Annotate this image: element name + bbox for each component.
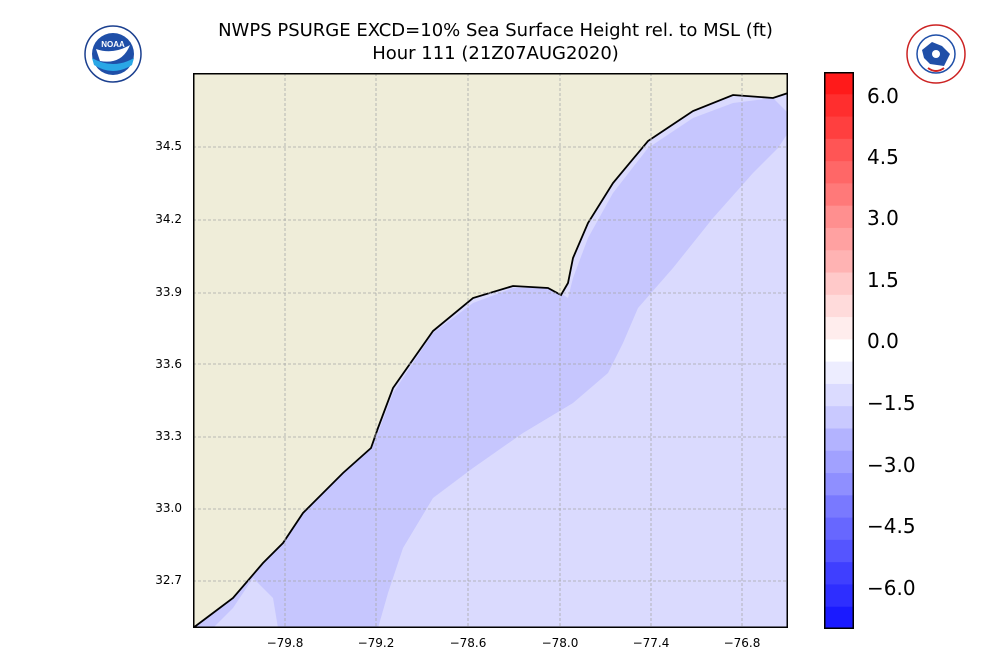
y-tick-label: 33.9 [155, 285, 182, 299]
x-tick-label: −79.8 [266, 636, 304, 650]
colorbar-band [824, 361, 854, 385]
colorbar-label: 3.0 [867, 206, 899, 230]
colorbar-label: 1.5 [867, 268, 899, 292]
x-tick-label: −77.4 [632, 636, 670, 650]
colorbar-band [824, 562, 854, 585]
map-frame [193, 73, 788, 628]
noaa-logo-text: NOAA [101, 40, 125, 49]
colorbar-band [824, 116, 854, 140]
colorbar-band [824, 272, 854, 296]
colorbar-band [824, 183, 854, 207]
colorbar-band [824, 606, 854, 629]
colorbar-band [824, 339, 854, 363]
colorbar-band [824, 138, 854, 162]
nws-logo [906, 24, 966, 84]
y-tick-label: 33.6 [155, 357, 182, 371]
colorbar-band [824, 294, 854, 318]
y-tick-label: 34.5 [155, 139, 182, 153]
colorbar-label: 0.0 [867, 329, 899, 353]
colorbar-label: −1.5 [867, 391, 916, 415]
colorbar-band [824, 383, 854, 407]
colorbar-band [824, 539, 854, 563]
land [193, 73, 788, 628]
y-tick-label: 33.3 [155, 429, 182, 443]
colorbar-label: −3.0 [867, 453, 916, 477]
y-tick-label: 33.0 [155, 501, 182, 515]
colorbar-band [824, 227, 854, 251]
surge-map [193, 73, 788, 628]
colorbar-band [824, 205, 854, 229]
colorbar-label: 4.5 [867, 145, 899, 169]
x-tick-label: −76.8 [723, 636, 761, 650]
y-tick-label: 34.2 [155, 212, 182, 226]
colorbar-band [824, 250, 854, 274]
colorbar-band [824, 317, 854, 340]
x-tick-label: −79.2 [357, 636, 395, 650]
colorbar-band [824, 406, 854, 429]
colorbar-band [824, 584, 854, 608]
chart-title: NWPS PSURGE EXCD=10% Sea Surface Height … [218, 20, 773, 41]
noaa-logo: NOAA [84, 25, 142, 83]
x-tick-label: −78.0 [541, 636, 579, 650]
colorbar-band [824, 450, 854, 474]
y-tick-label: 32.7 [155, 573, 182, 587]
chart-subtitle: Hour 111 (21Z07AUG2020) [372, 43, 619, 64]
colorbar-band [824, 473, 854, 496]
colorbar-band [824, 517, 854, 541]
colorbar-band [824, 161, 854, 184]
x-tick-label: −78.6 [449, 636, 487, 650]
colorbar-band [824, 72, 854, 95]
colorbar-label: −6.0 [867, 576, 916, 600]
colorbar [824, 72, 854, 629]
colorbar-label: −4.5 [867, 514, 916, 538]
colorbar-band [824, 495, 854, 519]
colorbar-band [824, 94, 854, 118]
water-inner [193, 98, 788, 628]
colorbar-label: 6.0 [867, 84, 899, 108]
colorbar-band [824, 428, 854, 452]
